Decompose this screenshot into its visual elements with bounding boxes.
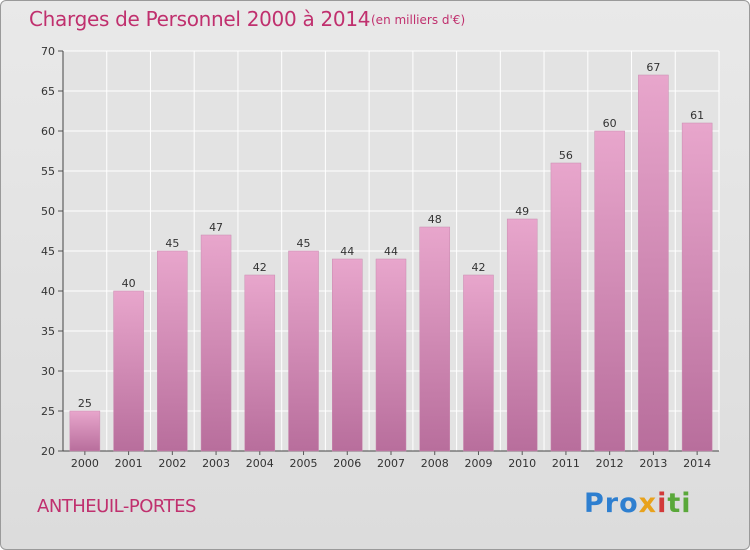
y-tick-label: 70	[41, 45, 55, 58]
bar	[375, 258, 407, 452]
x-tick-label: 2013	[639, 457, 667, 470]
bar	[638, 74, 669, 452]
bar	[681, 122, 713, 452]
x-tick-label: 2003	[202, 457, 230, 470]
x-tick-label: 2007	[377, 457, 405, 470]
data-label: 42	[253, 261, 267, 274]
bar	[113, 290, 144, 452]
data-label: 42	[471, 261, 485, 274]
x-tick-label: 2008	[421, 457, 449, 470]
x-tick-label: 2014	[683, 457, 711, 470]
x-tick-label: 2005	[290, 457, 318, 470]
y-tick-label: 50	[41, 205, 55, 218]
y-tick-label: 40	[41, 285, 55, 298]
chart-subtitle: (en milliers d'€)	[371, 13, 466, 27]
data-label: 60	[603, 117, 617, 130]
logo-part: ti	[667, 488, 692, 519]
x-tick-label: 2009	[464, 457, 492, 470]
y-tick-label: 30	[41, 365, 55, 378]
y-tick-label: 20	[41, 445, 55, 458]
y-tick-label: 65	[41, 85, 55, 98]
y-tick-label: 35	[41, 325, 55, 338]
bar	[594, 130, 625, 452]
data-label: 56	[559, 149, 573, 162]
bar	[69, 410, 101, 452]
data-label: 47	[209, 221, 223, 234]
y-tick-label: 25	[41, 405, 55, 418]
x-tick-label: 2002	[158, 457, 186, 470]
data-label: 45	[165, 237, 179, 250]
bar	[200, 234, 232, 452]
y-tick-label: 60	[41, 125, 55, 138]
x-tick-label: 2006	[333, 457, 361, 470]
data-label: 67	[646, 61, 660, 74]
y-tick-label: 45	[41, 245, 55, 258]
data-label: 44	[340, 245, 354, 258]
bar	[550, 162, 582, 452]
x-tick-label: 2004	[246, 457, 274, 470]
commune-name: ANTHEUIL-PORTES	[37, 496, 196, 517]
data-label: 48	[428, 213, 442, 226]
data-label: 25	[78, 397, 92, 410]
y-tick-label: 55	[41, 165, 55, 178]
logo-part: Pro	[584, 488, 639, 519]
x-tick-label: 2011	[552, 457, 580, 470]
data-label: 61	[690, 109, 704, 122]
chart-title: Charges de Personnel 2000 à 2014	[29, 7, 371, 31]
x-tick-label: 2012	[596, 457, 624, 470]
bar	[157, 250, 188, 452]
x-tick-label: 2010	[508, 457, 536, 470]
data-label: 40	[122, 277, 136, 290]
logo-part: x	[638, 488, 658, 519]
bar	[288, 250, 319, 452]
bar	[506, 218, 538, 452]
bar	[419, 226, 450, 452]
bar	[463, 274, 494, 452]
x-tick-label: 2000	[71, 457, 99, 470]
data-label: 44	[384, 245, 398, 258]
data-label: 49	[515, 205, 529, 218]
x-tick-label: 2001	[115, 457, 143, 470]
bar	[332, 258, 363, 452]
data-label: 45	[297, 237, 311, 250]
bar	[244, 274, 276, 452]
proxiti-logo: Proxiti	[584, 488, 692, 519]
logo-part: i	[657, 488, 668, 519]
